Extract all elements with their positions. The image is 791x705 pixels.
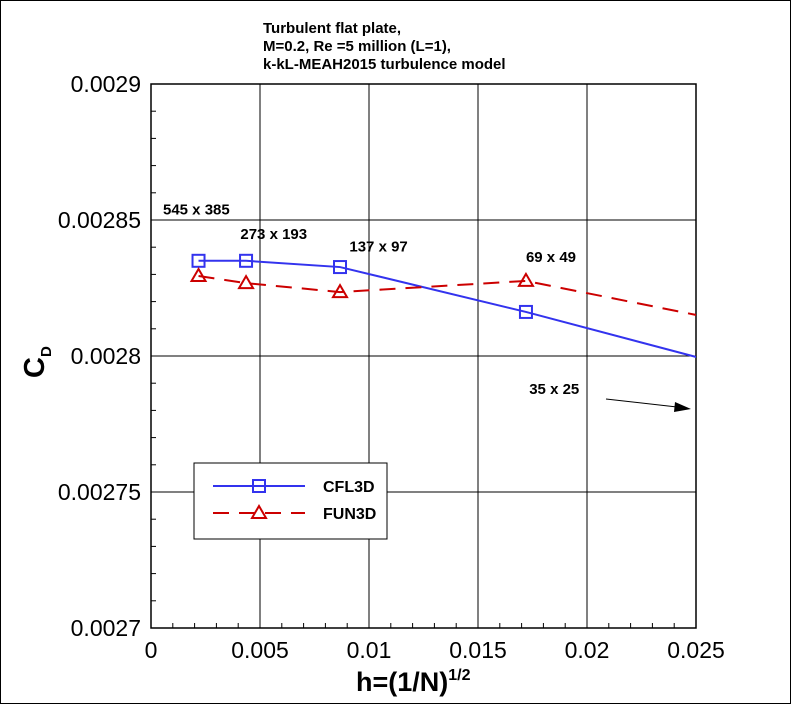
legend-marker-triangle-icon — [250, 504, 268, 519]
title-line-1: Turbulent flat plate, — [263, 20, 401, 37]
data-point — [331, 283, 349, 299]
annotation-arrow — [605, 398, 678, 408]
legend-label: FUN3D — [323, 506, 376, 523]
data-point — [237, 274, 255, 290]
y-tick-label: 0.0029 — [71, 71, 141, 97]
y-axis-label: CD — [19, 346, 55, 378]
svg-text:CD: CD — [19, 346, 55, 378]
x-tick-label: 0 — [145, 637, 158, 663]
chart-title: Turbulent flat plate, M=0.2, Re =5 milli… — [263, 20, 506, 73]
y-tick-label: 0.0027 — [71, 615, 141, 641]
data-point — [239, 253, 254, 268]
arrow-head-icon — [674, 402, 691, 412]
data-point — [333, 260, 348, 275]
x-tick-label: 0.015 — [449, 637, 507, 663]
y-tick-label: 0.0028 — [71, 343, 141, 369]
annotation-label: 35 x 25 — [529, 381, 579, 398]
legend-marker-square-icon — [252, 479, 266, 493]
legend: CFL3D FUN3D — [193, 462, 388, 540]
data-point — [518, 304, 533, 319]
y-tick-label: 0.00275 — [58, 479, 141, 505]
annotation-label: 273 x 193 — [240, 226, 307, 243]
data-point — [191, 253, 206, 268]
annotation-label: 137 x 97 — [349, 238, 407, 255]
x-tick-label: 0.025 — [667, 637, 725, 663]
data-point — [517, 271, 535, 287]
series-line — [198, 259, 696, 358]
title-line-2: M=0.2, Re =5 million (L=1), — [263, 38, 451, 55]
series-fun3d — [189, 267, 696, 316]
data-point — [189, 267, 208, 283]
x-axis-label: h=(1/N)1/2 — [356, 667, 471, 697]
annotation-label: 69 x 49 — [526, 249, 576, 266]
legend-label: CFL3D — [323, 479, 375, 496]
annotation-label: 545 x 385 — [163, 202, 230, 219]
series-cfl3d — [191, 253, 696, 358]
title-line-3: k-kL-MEAH2015 turbulence model — [263, 56, 506, 73]
x-tick-label: 0.02 — [565, 637, 610, 663]
x-tick-label: 0.005 — [231, 637, 289, 663]
x-tick-label: 0.01 — [347, 637, 392, 663]
y-tick-label: 0.00285 — [58, 207, 141, 233]
series-line — [198, 275, 696, 316]
